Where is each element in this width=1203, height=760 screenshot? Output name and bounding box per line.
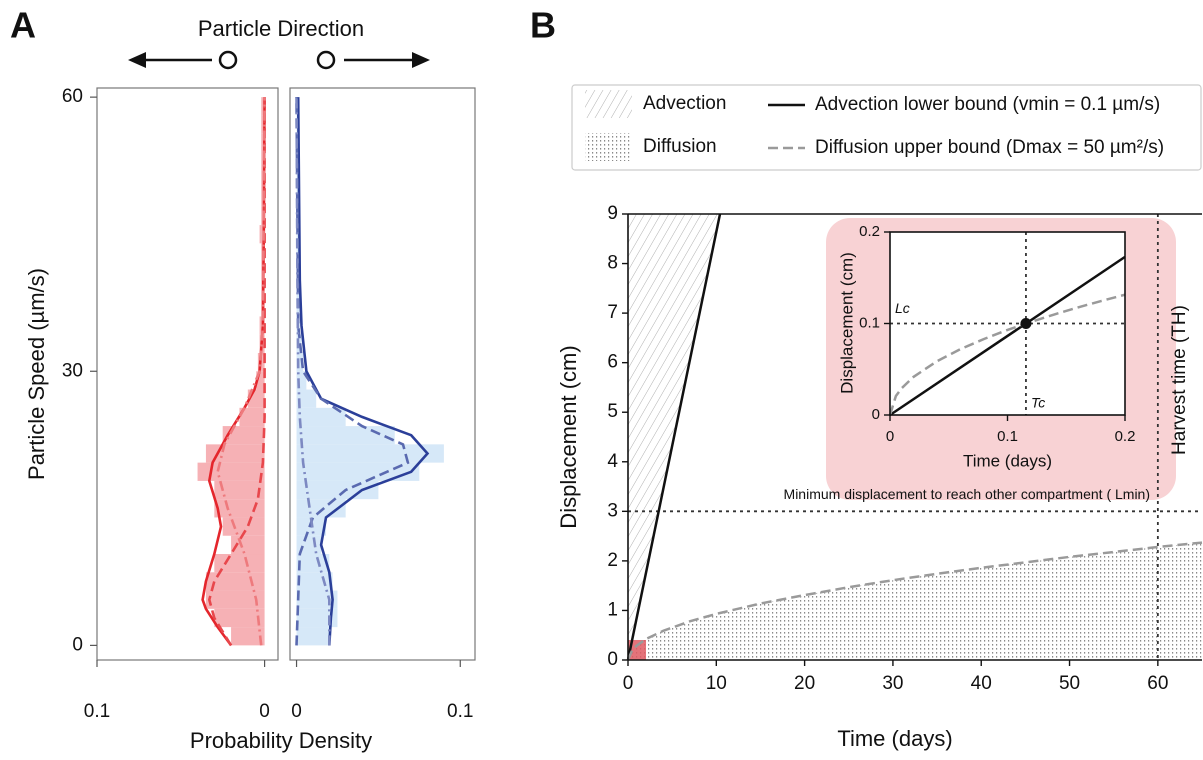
y-tick-label: 9 — [607, 203, 618, 224]
x-tick-label: 0 — [259, 701, 270, 722]
histogram-bar — [296, 371, 307, 390]
inset-zoom-region — [628, 640, 646, 660]
histogram-bar — [296, 407, 346, 427]
histogram-bar — [296, 462, 420, 481]
y-tick-label: 2 — [607, 550, 618, 571]
x-tick-label: 60 — [1147, 673, 1168, 694]
y-tick-label: 0 — [872, 406, 880, 423]
histogram-bar — [296, 426, 395, 445]
histogram-bar — [256, 371, 265, 390]
legend-swatch — [585, 133, 632, 161]
inset-plot-area — [890, 232, 1125, 415]
x-tick-label: 20 — [794, 673, 815, 694]
histogram-bar — [261, 97, 265, 116]
histogram-bar — [296, 352, 304, 372]
panel-label: B — [530, 5, 556, 46]
x-tick-label: 0.2 — [1115, 428, 1136, 445]
legend-label: Advection — [643, 93, 726, 114]
legend-label: Diffusion upper bound (Dmax = 50 µm²/s) — [815, 137, 1164, 158]
y-tick-label: 7 — [607, 302, 618, 323]
histogram-bar — [296, 389, 317, 408]
legend-label: Diffusion — [643, 136, 717, 157]
y-tick-label: 0 — [72, 634, 83, 655]
x-tick-label: 10 — [706, 673, 727, 694]
y-tick-label: 6 — [607, 352, 618, 373]
histogram-bar — [214, 608, 265, 628]
histogram-bar — [296, 572, 333, 591]
histogram-bar — [296, 627, 330, 646]
y-axis-label: Displacement (cm) — [837, 252, 856, 394]
y-tick-label: 0.2 — [859, 223, 880, 240]
x-axis-label: Time (days) — [837, 726, 952, 751]
x-axis-label: Time (days) — [963, 451, 1052, 470]
x-tick-label: 0 — [291, 701, 302, 722]
density-curve — [295, 97, 331, 646]
histogram-bar — [296, 554, 330, 573]
histogram-bar — [259, 225, 265, 244]
histogram-bar — [205, 572, 265, 591]
y-tick-label: 8 — [607, 253, 618, 274]
y-tick-label: 3 — [607, 500, 618, 521]
panel-label: A — [10, 5, 36, 46]
histogram-bar — [197, 462, 265, 481]
y-tick-label: 4 — [607, 451, 618, 472]
y-axis-label: Displacement (cm) — [556, 345, 581, 528]
histogram-bar — [231, 627, 265, 646]
histogram-bar — [214, 480, 265, 500]
reference-label: Minimum displacement to reach other comp… — [784, 486, 1150, 502]
y-tick-label: 1 — [607, 599, 618, 620]
legend-label: Advection lower bound (vmin = 0.1 µm/s) — [815, 94, 1160, 115]
density-curve — [295, 97, 410, 646]
histogram-bar — [239, 407, 265, 427]
histogram-bar — [261, 115, 265, 134]
x-tick-label: 50 — [1059, 673, 1080, 694]
x-tick-label: 0 — [886, 428, 894, 445]
density-curve — [296, 97, 430, 646]
histogram-bar — [296, 590, 338, 609]
x-tick-label: 40 — [971, 673, 992, 694]
x-tick-label: 0.1 — [997, 428, 1018, 445]
histogram-bar — [296, 480, 379, 500]
x-axis-label: Probability Density — [190, 728, 372, 753]
y-tick-label: 0 — [607, 649, 618, 670]
legend-box — [571, 84, 1202, 171]
x-tick-label: 0.1 — [447, 701, 473, 722]
histogram-bar — [296, 608, 338, 628]
hatched-region — [628, 542, 1202, 660]
x-tick-label: 0.1 — [84, 701, 110, 722]
y-axis-label: Particle Speed (µm/s) — [24, 268, 49, 480]
y-tick-label: 5 — [607, 401, 618, 422]
density-curve — [216, 97, 266, 646]
reference-label: Lc — [895, 300, 910, 316]
y-tick-label: 30 — [62, 360, 83, 381]
series-line — [626, 541, 1203, 661]
histogram-bar — [261, 133, 265, 152]
y-tick-label: 60 — [62, 86, 83, 107]
chart-title: Particle Direction — [198, 16, 364, 41]
reference-label: Tc — [1031, 395, 1045, 411]
series-line — [888, 293, 1126, 416]
direction-arrows — [128, 50, 430, 70]
plot-frame — [96, 87, 279, 661]
x-tick-label: 0 — [623, 673, 634, 694]
legend-swatch — [585, 90, 632, 118]
plot-frame — [289, 87, 476, 661]
histogram-bar — [261, 151, 265, 171]
histogram-bar — [214, 499, 265, 518]
y-tick-label: 0.1 — [859, 314, 880, 331]
reference-label: Harvest time (TH) — [1169, 305, 1190, 455]
series-line — [889, 255, 1126, 417]
x-tick-label: 30 — [882, 673, 903, 694]
series-line — [626, 213, 722, 661]
inset-background — [826, 218, 1176, 500]
crossover-point — [1020, 318, 1032, 329]
histogram-bar — [205, 590, 265, 609]
